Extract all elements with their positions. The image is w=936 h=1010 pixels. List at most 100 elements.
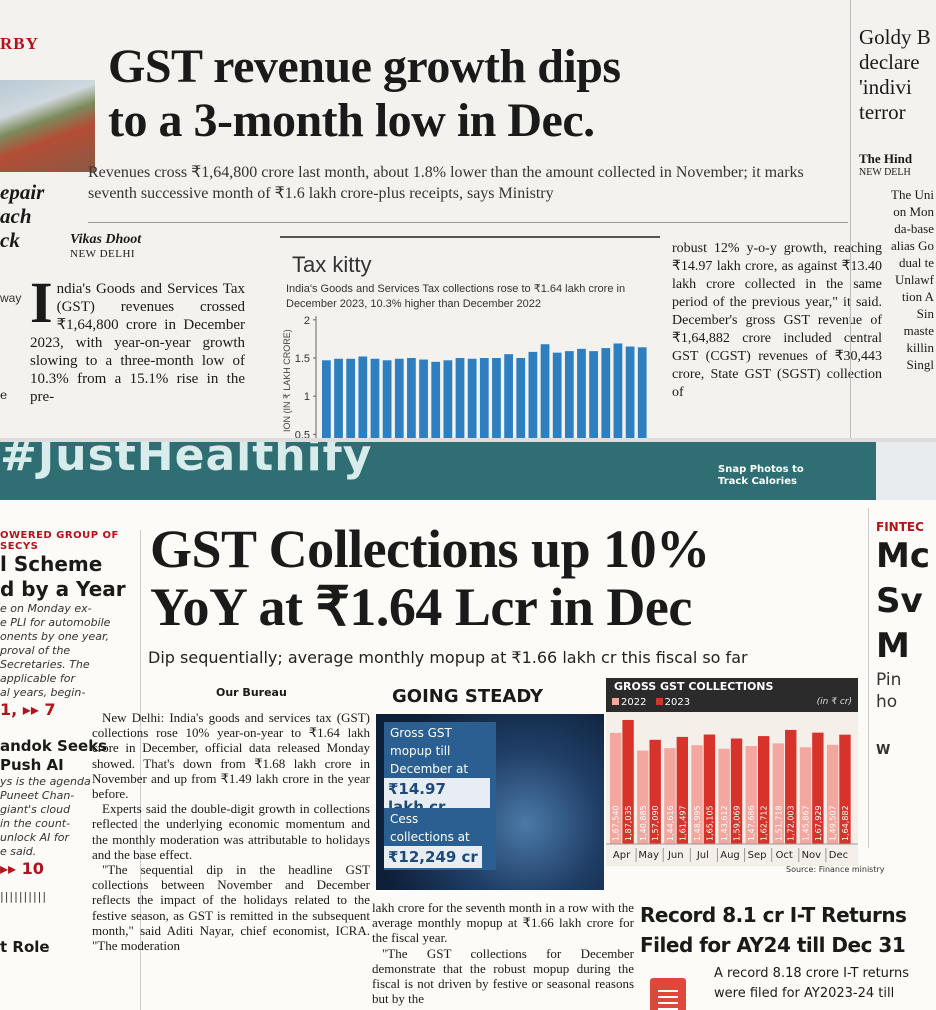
- right-separator: [868, 508, 869, 848]
- top-body: I ndia's Goods and Services Tax (GST) re…: [30, 270, 245, 406]
- legend-swatch-2022: [612, 698, 619, 705]
- snap-line: Track Calories: [718, 476, 797, 487]
- gst-bar: [730, 738, 743, 844]
- gst-bar-label: 1,51,718: [774, 805, 783, 841]
- far-right-body-line: Singl: [906, 357, 934, 372]
- kitty-title: Tax kitty: [292, 252, 372, 277]
- gst-category-label: Dec: [829, 850, 848, 861]
- legend-label-2022: 2022: [621, 697, 647, 708]
- gst-bar: [691, 745, 703, 844]
- top-deck: Revenues cross ₹1,64,800 crore last mont…: [88, 164, 804, 202]
- gst-category-label: Nov: [802, 850, 822, 861]
- left-e-text: e: [0, 388, 8, 402]
- left-head2-line: andok Seeks: [0, 737, 108, 755]
- body-paragraph: Experts said the double-digit growth in …: [92, 801, 370, 862]
- banner-brand: #JustHealthify: [0, 442, 373, 481]
- top-right-column: robust 12% y-o-y growth, reaching ₹14.97…: [672, 241, 882, 400]
- far-right-text-line: Pin: [876, 670, 902, 690]
- far-right-text-line: ho: [876, 692, 898, 712]
- bottom-clipping: #JustHealthify Snap Photos to Track Calo…: [0, 442, 936, 1010]
- body-paragraph: "The sequential dip in the headline GST …: [92, 862, 370, 954]
- bottom-headline: GST Collections up 10% YoY at ₹1.64 Lcr …: [150, 520, 850, 636]
- cess-box: Cess collections at ₹12,249 cr: [384, 808, 496, 870]
- gst-chart-unit: (in ₹ cr): [816, 697, 852, 707]
- gst-category-label: Sep: [748, 850, 767, 861]
- bottom-body-column2: lakh crore for the seventh month in a ro…: [372, 900, 634, 1006]
- left-kicker: RBY: [0, 34, 39, 53]
- gst-bar-label: 1,59,069: [733, 805, 742, 841]
- left-text-line: onents by one year,: [0, 630, 109, 643]
- box-label-line: mopup till: [390, 744, 451, 758]
- kitty-bar: [394, 358, 404, 442]
- gross-gst-box: Gross GST mopup till December at ₹14.97 …: [384, 722, 496, 820]
- far-right-head-line: terror: [859, 100, 906, 124]
- kitty-bar: [564, 351, 574, 442]
- kitty-bar: [577, 348, 586, 442]
- left-text-line: proval of the: [0, 644, 71, 657]
- left-kicker: OWERED GROUP OF SECYS: [0, 530, 119, 552]
- kitty-ytick-label: 1.5: [295, 353, 310, 365]
- kitty-bar: [455, 358, 465, 442]
- far-right-head-line: Mc: [876, 536, 930, 576]
- gst-bar-label: 1,45,867: [801, 805, 810, 841]
- gst-bar-label: 1,44,616: [666, 805, 675, 841]
- gst-bar: [826, 744, 839, 844]
- far-right-body-line: Unlawf: [895, 272, 934, 287]
- gst-chart-source: Source: Finance ministry: [786, 865, 885, 874]
- itr-headline-line: Record 8.1 cr I-T Returns: [640, 903, 907, 927]
- left-text-line: e on Monday ex-: [0, 602, 92, 615]
- itr-text: A record 8.18 crore I-T returns were fil…: [714, 966, 910, 1001]
- left-jump: 1, ▸▸ 7: [0, 700, 56, 719]
- top-headline-line: to a 3-month low in Dec.: [108, 94, 595, 147]
- kitty-bar: [370, 358, 380, 442]
- left-text2-line: in the count-: [0, 817, 71, 830]
- body-paragraph: lakh crore for the seventh month in a ro…: [372, 900, 634, 946]
- itr-headline-line: Filed for AY24 till Dec 31: [640, 933, 906, 957]
- kitty-bar: [613, 343, 623, 442]
- left-head: l Scheme d by a Year: [0, 552, 140, 602]
- left-text: e on Monday ex-e PLI for automobile onent…: [0, 602, 140, 700]
- left-head-line: d by a Year: [0, 577, 126, 601]
- gst-bar-label: 1,62,712: [760, 805, 769, 841]
- left-text-line: applicable for: [0, 672, 76, 685]
- kitty-ylabel: ION (IN ₹ LAKH CRORE): [282, 329, 292, 432]
- kitty-ytick-label: 1: [304, 391, 310, 403]
- left-teaser-line: ck: [0, 228, 20, 252]
- top-clipping: RBY epair ach ck way e GST revenue growt…: [0, 0, 936, 442]
- kitty-bar: [322, 360, 331, 442]
- kitty-plot: ION (IN ₹ LAKH CRORE)0.511.52: [282, 315, 647, 442]
- left-teaser-line: epair: [0, 180, 45, 204]
- gst-bar: [812, 732, 824, 844]
- gst-category-label: Jun: [667, 850, 684, 861]
- kitty-bar: [479, 358, 489, 442]
- left-text2: ys is the agenda Puneet Chan-giant's clou…: [0, 775, 140, 859]
- dropcap: I: [30, 270, 53, 335]
- kitty-bar: [358, 356, 368, 442]
- kitty-bar: [516, 358, 526, 442]
- cess-value: ₹12,249 cr: [384, 846, 482, 868]
- far-right-head-line: 'indivi: [859, 75, 912, 99]
- kitty-ytick-label: 2: [304, 315, 310, 327]
- far-right-head-line: Goldy B: [859, 25, 931, 49]
- gst-bar: [772, 743, 785, 844]
- left-head2-line: Push AI: [0, 756, 64, 774]
- far-right-body-line: dual te: [898, 255, 934, 270]
- top-headline-line: GST revenue growth dips: [108, 40, 621, 93]
- far-right-body-line: killin: [906, 340, 934, 355]
- gst-bar: [785, 729, 797, 844]
- legend-swatch-2023: [655, 698, 663, 705]
- far-right-body: The Uni on Mon da-base alias Go dual te Unlaw…: [859, 186, 936, 373]
- far-right-body-line: da-base: [894, 221, 934, 236]
- gst-category-label: Jul: [696, 850, 709, 861]
- gst-bar: [839, 734, 851, 844]
- body-paragraph: New Delhi: India's goods and services ta…: [92, 710, 370, 802]
- left-jump2: ▸▸ 10: [0, 859, 44, 878]
- far-right-head-line: declare: [859, 50, 920, 74]
- road-photo: [0, 80, 95, 172]
- kitty-subtitle: India's Goods and Services Tax collectio…: [286, 283, 626, 310]
- going-steady-graphic: GOING STEADY Gross GST mopup till Decemb…: [376, 678, 604, 890]
- itr-story: Record 8.1 cr I-T Returns Filed for AY24…: [640, 900, 936, 1010]
- bottom-deck: Dip sequentially; average monthly mopup …: [148, 648, 748, 667]
- box-label-line: December at: [390, 762, 469, 776]
- bottom-headline-line: YoY at ₹1.64 Lcr in Dec: [150, 577, 692, 637]
